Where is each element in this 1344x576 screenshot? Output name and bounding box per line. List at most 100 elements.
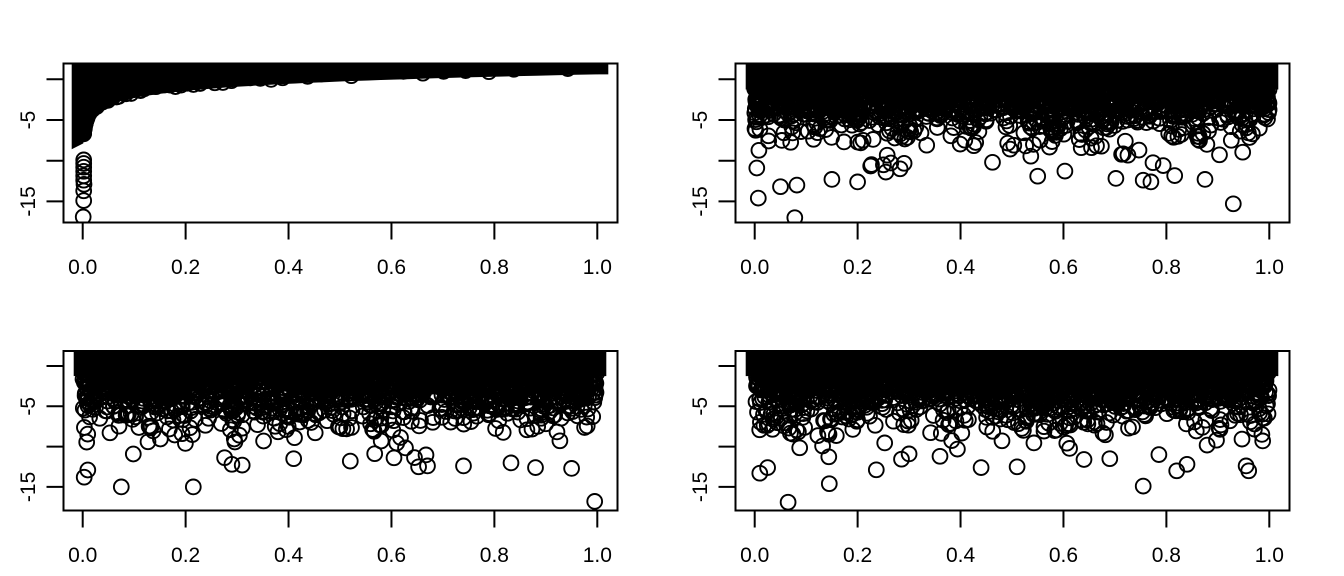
data-point: [1032, 75, 1049, 93]
data-point: [433, 386, 451, 404]
data-point: [507, 360, 525, 378]
data-point: [531, 64, 549, 75]
data-point: [1235, 72, 1253, 90]
data-point: [178, 74, 196, 92]
data-point: [1259, 405, 1277, 423]
data-point: [958, 101, 976, 119]
data-point: [413, 369, 431, 386]
data-point: [166, 399, 184, 417]
data-point: [1234, 143, 1252, 161]
data-point: [901, 85, 919, 103]
data-point: [332, 362, 350, 379]
data-point: [889, 86, 907, 104]
data-point: [817, 71, 835, 88]
data-point: [765, 72, 783, 89]
data-point: [1162, 89, 1180, 107]
data-point: [135, 80, 153, 98]
data-point: [442, 360, 460, 378]
data-point: [862, 74, 880, 91]
data-point: [765, 88, 783, 105]
data-point: [474, 368, 492, 385]
data-point: [483, 396, 501, 413]
data-point: [917, 71, 935, 89]
data-point: [376, 366, 393, 384]
outlier-point: [1196, 171, 1214, 188]
data-point: [863, 156, 880, 173]
data-point: [182, 399, 200, 417]
data-point: [1091, 71, 1108, 89]
data-point: [899, 123, 917, 140]
data-point: [820, 80, 838, 98]
x-tick-label: 0.6: [377, 256, 406, 279]
data-point: [406, 449, 423, 466]
outlier-point: [184, 478, 202, 496]
data-point: [83, 384, 101, 402]
data-point: [76, 419, 93, 436]
data-point: [1088, 137, 1105, 155]
data-point: [1228, 73, 1246, 91]
data-point: [438, 365, 456, 383]
data-point: [214, 74, 232, 91]
outlier-point: [1029, 167, 1047, 185]
data-point: [1251, 74, 1269, 91]
data-point: [343, 419, 360, 436]
data-point: [91, 358, 109, 375]
data-point: [999, 134, 1017, 152]
data-point: [368, 409, 385, 427]
data-point: [359, 64, 376, 81]
data-point: [559, 373, 576, 391]
data-point: [321, 384, 338, 402]
points-layer: [745, 352, 1279, 510]
data-point: [1043, 133, 1061, 150]
data-point: [410, 458, 427, 476]
data-point: [342, 67, 360, 85]
outlier-point: [748, 159, 766, 177]
data-point: [156, 76, 174, 94]
data-point: [1097, 113, 1115, 131]
data-point: [298, 368, 316, 386]
data-point: [232, 69, 249, 87]
data-point: [503, 400, 520, 418]
data-point: [852, 134, 870, 152]
outlier-point: [75, 192, 93, 209]
data-point: [1096, 101, 1114, 118]
data-point: [827, 427, 845, 444]
data-point: [878, 146, 896, 164]
data-point: [435, 64, 452, 80]
data-point: [559, 398, 577, 416]
data-point: [773, 75, 791, 93]
data-point: [376, 64, 394, 79]
panel-top-right: 0.0 0.2 0.4 0.6 0.8 1.0-5-15: [689, 62, 1291, 279]
data-point: [75, 158, 93, 176]
y-tick-label: -15: [17, 186, 40, 216]
data-point: [468, 407, 486, 425]
data-point: [356, 382, 374, 400]
data-point: [839, 71, 857, 89]
data-point: [844, 71, 862, 89]
outlier-point: [788, 176, 806, 194]
data-point: [578, 417, 596, 435]
data-point: [998, 112, 1015, 130]
data-point: [75, 162, 93, 180]
data-point: [110, 373, 128, 391]
outlier-point: [233, 456, 251, 474]
data-point: [186, 411, 204, 428]
panel-border: [62, 62, 619, 224]
data-point: [951, 135, 969, 153]
data-point: [1022, 147, 1040, 165]
data-point: [1233, 109, 1251, 127]
data-point: [518, 421, 536, 439]
data-point: [980, 93, 998, 110]
data-point: [993, 78, 1011, 96]
data-point: [919, 104, 937, 122]
data-point: [494, 424, 512, 441]
data-point: [561, 376, 578, 394]
data-point: [364, 421, 381, 438]
data-point: [1053, 71, 1071, 89]
data-point: [997, 118, 1015, 136]
outlier-point: [419, 457, 436, 475]
data-point: [1164, 76, 1181, 94]
data-point: [802, 104, 820, 122]
data-point: [864, 131, 882, 148]
